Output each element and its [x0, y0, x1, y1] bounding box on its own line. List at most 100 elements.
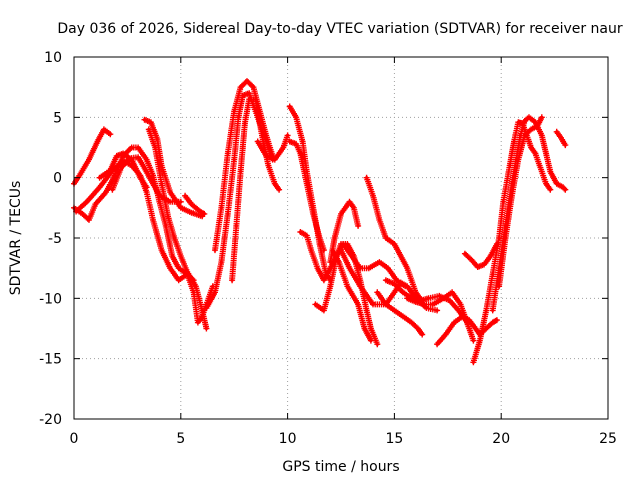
data-point	[512, 139, 516, 144]
data-point	[401, 314, 405, 318]
data-point	[365, 176, 369, 180]
data-point	[533, 151, 538, 156]
data-point	[313, 302, 317, 306]
data-point	[130, 158, 134, 162]
data-point	[78, 172, 82, 176]
data-point	[563, 143, 567, 147]
data-series-arc-11	[229, 96, 283, 284]
data-point	[548, 170, 552, 174]
data-point	[254, 97, 258, 101]
data-point	[405, 284, 409, 288]
data-point	[394, 278, 399, 282]
data-point	[322, 308, 326, 312]
data-series-arc-05	[96, 150, 150, 191]
data-series-arc-07	[145, 126, 210, 332]
data-point	[322, 248, 326, 252]
data-point	[74, 209, 78, 214]
data-point	[544, 151, 548, 156]
data-point	[333, 236, 337, 240]
data-point	[339, 212, 343, 216]
data-point	[548, 188, 552, 192]
data-point	[559, 136, 563, 140]
data-point	[309, 248, 313, 252]
data-point	[251, 85, 255, 89]
data-point	[286, 133, 290, 137]
ticks: 0 5 10 15 20 25 -20 -15 -10 -5 0 5 10	[39, 50, 617, 447]
data-point	[518, 133, 523, 137]
data-point	[322, 278, 326, 282]
data-point	[168, 190, 172, 194]
y-tick-label: -5	[48, 231, 62, 247]
data-point	[85, 200, 89, 204]
data-point	[435, 308, 439, 312]
data-point	[157, 194, 161, 198]
x-tick-label: 15	[385, 431, 403, 447]
data-point	[471, 360, 475, 364]
data-point	[463, 252, 467, 256]
data-point	[288, 104, 292, 109]
data-point	[183, 194, 187, 198]
data-point	[236, 115, 241, 119]
data-point	[365, 308, 369, 312]
data-point	[405, 296, 409, 300]
data-point	[484, 308, 488, 312]
data-point	[213, 248, 217, 252]
data-point	[192, 290, 196, 294]
data-point	[540, 133, 544, 137]
data-point	[501, 200, 505, 204]
data-point	[204, 306, 208, 310]
y-tick-label: -20	[39, 412, 62, 428]
data-point	[482, 262, 486, 267]
x-tick-label: 20	[492, 431, 510, 447]
x-tick-label: 10	[279, 431, 297, 447]
data-point	[369, 339, 373, 343]
data-point	[328, 266, 332, 270]
data-point	[563, 188, 567, 192]
data-point	[356, 224, 360, 228]
data-series-arc-20	[363, 174, 423, 302]
data-point	[405, 266, 409, 270]
data-point	[555, 182, 559, 186]
data-point	[170, 254, 174, 258]
x-tick-label: 0	[70, 431, 79, 447]
data-point	[476, 265, 480, 269]
data-series-arc-28	[496, 114, 545, 290]
data-point	[115, 154, 119, 158]
data-point	[491, 320, 495, 325]
data-point	[491, 272, 495, 276]
data-point	[484, 326, 488, 331]
data-point	[110, 188, 114, 192]
data-point	[266, 164, 270, 168]
data-point	[179, 254, 183, 258]
data-point	[371, 194, 375, 198]
data-point	[232, 109, 236, 113]
data-point	[80, 212, 85, 216]
data-point	[456, 308, 461, 312]
data-point	[204, 326, 208, 331]
data-point	[561, 185, 565, 189]
data-point	[375, 290, 379, 294]
data-point	[544, 182, 548, 186]
data-point	[247, 97, 251, 101]
data-point	[523, 133, 527, 137]
data-point	[422, 302, 426, 306]
data-point	[219, 206, 223, 210]
data-point	[142, 118, 147, 122]
data-point	[459, 302, 463, 306]
data-point	[151, 218, 155, 222]
data-series-arc-18	[329, 247, 374, 344]
data-point	[145, 158, 149, 162]
data-point	[538, 164, 542, 168]
data-point	[330, 248, 335, 252]
data-point	[104, 190, 108, 194]
data-point	[414, 300, 418, 304]
data-point	[401, 290, 405, 294]
data-series-arc-08	[182, 192, 208, 217]
data-point	[420, 332, 424, 337]
data-point	[350, 254, 354, 258]
data-point	[226, 151, 230, 156]
data-point	[375, 342, 379, 346]
data-point	[527, 115, 531, 119]
data-point	[399, 254, 403, 258]
x-tick-label: 5	[176, 431, 185, 447]
